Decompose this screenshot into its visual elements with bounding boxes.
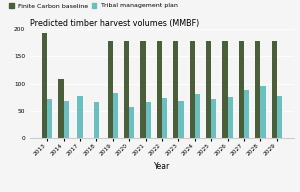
Bar: [124, 41, 129, 138]
Bar: [255, 41, 260, 138]
Bar: [173, 41, 178, 138]
Bar: [64, 101, 69, 138]
Bar: [211, 99, 216, 138]
Bar: [277, 96, 282, 138]
Bar: [157, 41, 162, 138]
X-axis label: Year: Year: [154, 162, 170, 171]
Bar: [260, 86, 266, 138]
Bar: [206, 41, 211, 138]
Bar: [77, 96, 83, 138]
Bar: [140, 41, 146, 138]
Bar: [113, 93, 118, 138]
Bar: [244, 90, 249, 138]
Bar: [129, 107, 134, 138]
Bar: [190, 41, 195, 138]
Legend: Finite Carbon baseline, Tribal management plan: Finite Carbon baseline, Tribal managemen…: [9, 3, 178, 8]
Bar: [195, 94, 200, 138]
Bar: [222, 41, 228, 138]
Bar: [108, 41, 113, 138]
Bar: [146, 102, 151, 138]
Bar: [94, 102, 99, 138]
Bar: [42, 33, 47, 138]
Bar: [272, 41, 277, 138]
Bar: [58, 79, 64, 138]
Bar: [162, 98, 167, 138]
Bar: [228, 97, 233, 138]
Bar: [239, 41, 244, 138]
Text: Predicted timber harvest volumes (MMBF): Predicted timber harvest volumes (MMBF): [30, 19, 199, 28]
Bar: [47, 99, 52, 138]
Bar: [178, 101, 184, 138]
